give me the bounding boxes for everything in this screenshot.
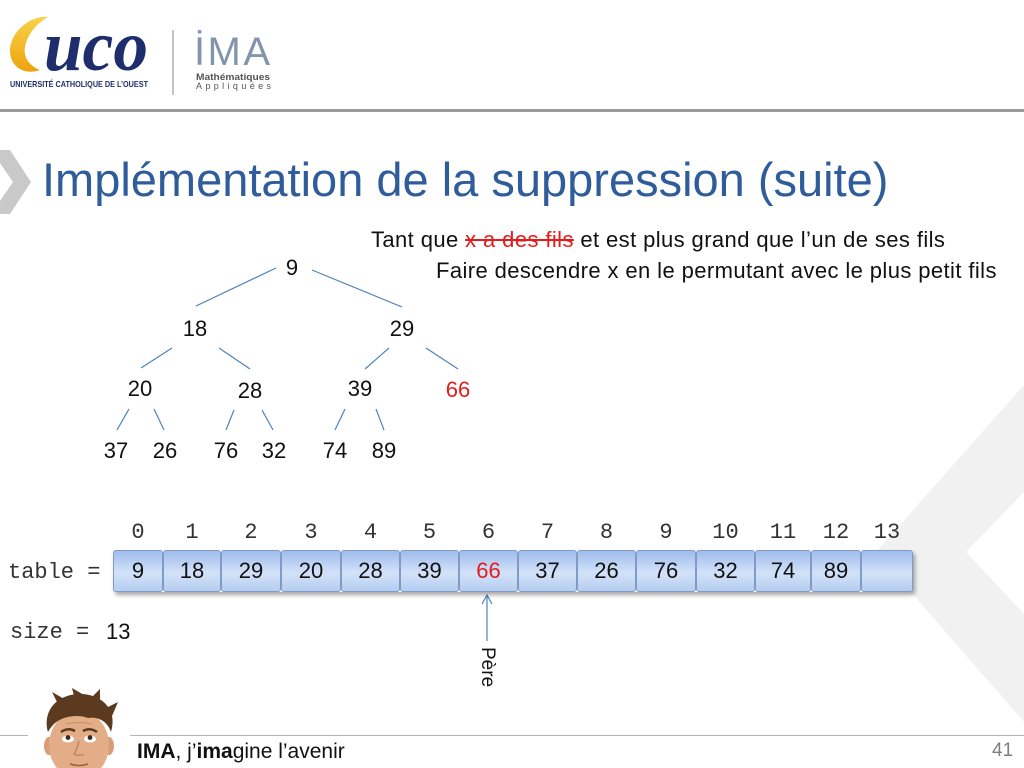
tree-node: 28 xyxy=(237,378,263,403)
array-index: 9 xyxy=(659,520,673,545)
tree-edge xyxy=(116,408,130,431)
array-index: 10 xyxy=(712,520,739,545)
ima-subtitle-line2: Appliquées xyxy=(196,81,272,91)
footer-divider xyxy=(0,735,1024,736)
array-indices: 0 1 2 3 4 5 6 7 8 9 10 11 12 13 xyxy=(113,521,913,545)
title-chevron-icon xyxy=(0,150,31,214)
slide-title: Implémentation de la suppression (suite) xyxy=(42,153,889,206)
uco-wordmark: uco xyxy=(44,12,148,86)
tree-edge xyxy=(334,408,346,431)
tree-edge xyxy=(218,347,251,370)
tagline-brand-inline: ima xyxy=(196,740,233,763)
algorithm-line-1-before: Tant que xyxy=(371,227,466,252)
tree-edge xyxy=(261,409,274,431)
array-index: 4 xyxy=(363,520,378,545)
tagline-brand: IMA xyxy=(137,740,176,763)
array-cell: 32 xyxy=(696,550,755,592)
tree-node: 26 xyxy=(152,438,178,463)
array-cell: 66 xyxy=(459,550,518,592)
logo-separator xyxy=(172,30,174,95)
array-cell: 9 xyxy=(113,550,163,592)
array-cell: 74 xyxy=(755,550,811,592)
tree-node: 29 xyxy=(389,316,415,341)
array-cell: 37 xyxy=(518,550,577,592)
tree-edge xyxy=(364,347,390,370)
up-arrow-icon xyxy=(481,593,493,641)
tree-edge xyxy=(425,347,459,370)
pointer-label: Père xyxy=(477,647,498,688)
array-cell: 26 xyxy=(577,550,636,592)
array-index: 13 xyxy=(873,520,901,545)
tree-node: 89 xyxy=(371,438,397,463)
footer-tagline: IMA, j’imagine l’avenir xyxy=(137,739,345,765)
tree-edge xyxy=(225,409,235,431)
page-number: 41 xyxy=(992,740,1014,761)
tree-node: 39 xyxy=(347,376,373,401)
tree-node: 20 xyxy=(127,376,153,401)
ima-subtitle-line1: Mathématiques xyxy=(196,72,270,83)
algorithm-line-1-after: et est plus grand que l’un de ses fils xyxy=(573,227,946,252)
array-index: 3 xyxy=(304,520,318,545)
array-index: 0 xyxy=(131,520,145,545)
tree-edge xyxy=(375,408,385,431)
tree-node: 32 xyxy=(261,438,287,463)
size-value: 13 xyxy=(106,619,131,644)
size-label: size = xyxy=(10,620,90,645)
array-cell xyxy=(861,550,913,592)
ima-wordmark: İMA xyxy=(194,29,270,74)
array-index: 1 xyxy=(185,520,199,545)
array-index: 7 xyxy=(540,520,555,545)
array-cell: 28 xyxy=(341,550,400,592)
array-index: 8 xyxy=(599,520,614,545)
tree-node: 9 xyxy=(285,255,299,280)
uco-swirl-icon xyxy=(10,16,48,72)
header-divider xyxy=(0,109,1024,112)
array-cell: 20 xyxy=(281,550,341,592)
uco-logo: uco UNIVERSITÉ CATHOLIQUE DE L’OUEST xyxy=(10,12,149,89)
array-cells: 9 18 29 20 28 39 66 37 26 76 32 74 89 xyxy=(113,550,913,592)
background-chevron-notch xyxy=(966,492,1024,614)
tree-edge xyxy=(311,269,403,308)
ima-logo: İMA Mathématiques Appliquées xyxy=(194,29,272,91)
tagline-rest: gine l’avenir xyxy=(232,740,345,763)
algorithm-line-2: Faire descendre x en le permutant avec l… xyxy=(436,258,997,283)
presenter-photo xyxy=(28,688,130,768)
array-index: 12 xyxy=(822,520,850,545)
tree-node: 37 xyxy=(103,438,129,463)
tree-node: 74 xyxy=(322,438,348,463)
tree-node: 18 xyxy=(182,316,208,341)
array-index: 11 xyxy=(769,520,797,545)
tagline-joiner: , j’ xyxy=(175,740,197,763)
tree-edge xyxy=(153,408,165,431)
array-index: 2 xyxy=(244,520,258,545)
algorithm-struck-condition: x a des fils xyxy=(465,227,574,252)
array-index: 6 xyxy=(481,520,496,545)
tree-node: 76 xyxy=(213,438,239,463)
array-cell: 18 xyxy=(163,550,221,592)
array-cell: 76 xyxy=(636,550,696,592)
uco-institution-name: UNIVERSITÉ CATHOLIQUE DE L’OUEST xyxy=(10,79,149,89)
tree-edge xyxy=(140,347,173,369)
algorithm-line-1: Tant que x a des fils et est plus grand … xyxy=(371,227,945,253)
array-cell: 89 xyxy=(811,550,861,592)
array-cell: 29 xyxy=(221,550,281,592)
array-index: 5 xyxy=(422,520,437,545)
array-cell: 39 xyxy=(400,550,459,592)
array-label: table = xyxy=(8,560,101,585)
tree-node: 66 xyxy=(445,377,471,402)
